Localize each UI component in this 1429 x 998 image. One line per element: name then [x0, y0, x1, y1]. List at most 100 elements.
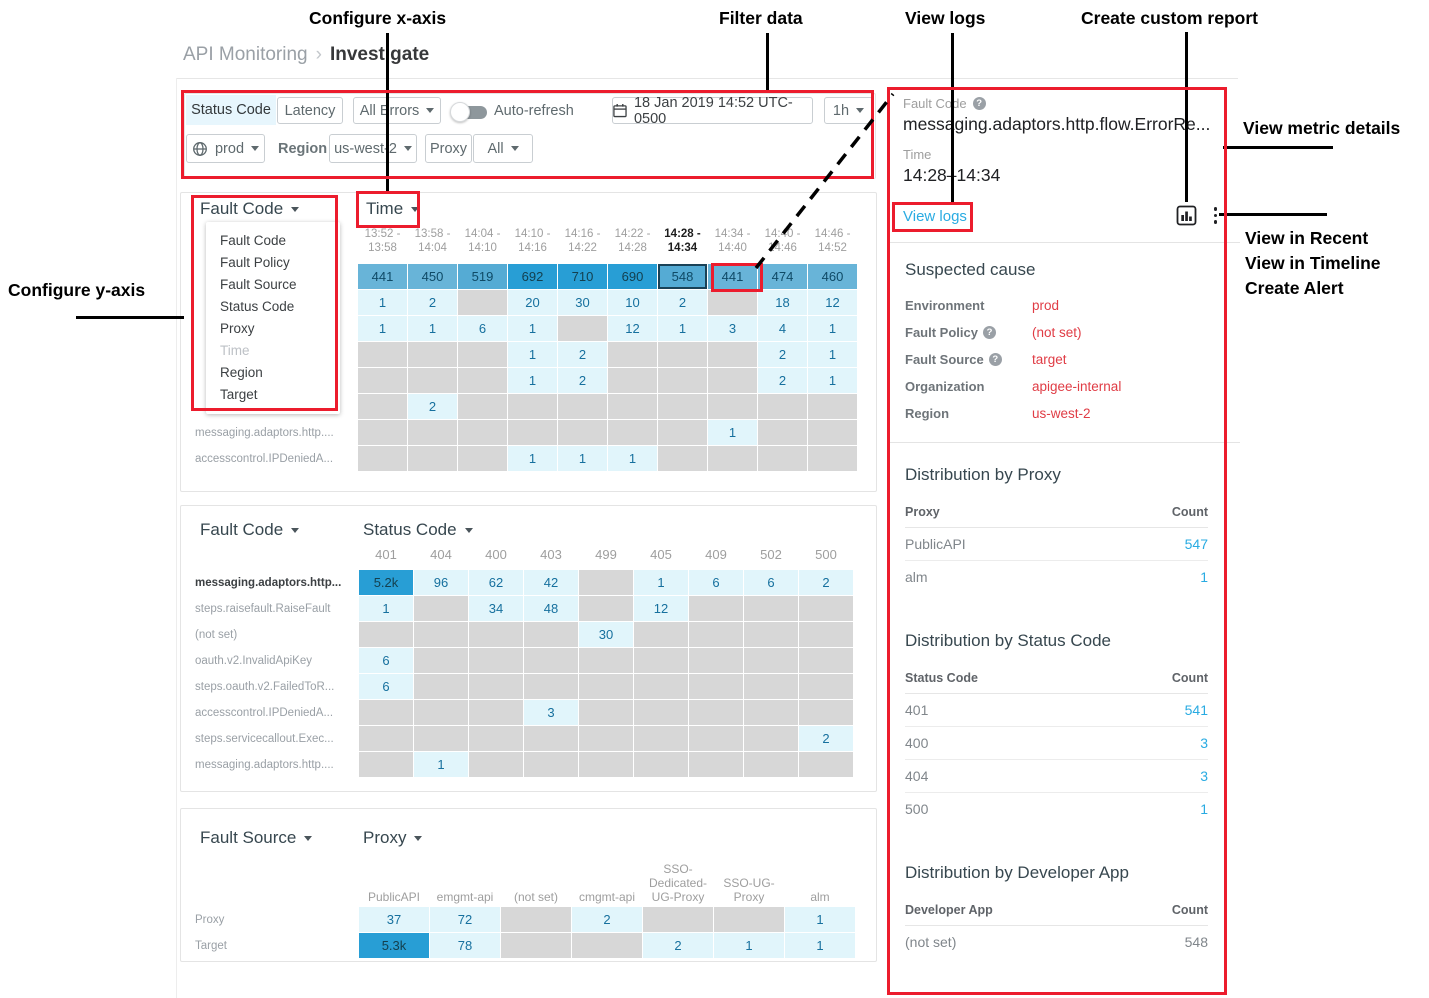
matrix-cell[interactable]: 1	[785, 933, 855, 958]
distribution-row-count[interactable]: 3	[1200, 735, 1208, 751]
matrix-cell[interactable]	[408, 420, 457, 445]
matrix-cell[interactable]: 10	[608, 290, 657, 315]
matrix1-y-axis-selector[interactable]: Fault Code	[200, 199, 300, 219]
matrix-cell[interactable]	[689, 674, 743, 699]
tab-status-code[interactable]: Status Code	[186, 95, 276, 125]
matrix-cell[interactable]: 12	[808, 290, 857, 315]
distribution-row-count[interactable]: 547	[1184, 536, 1208, 552]
matrix-cell[interactable]	[658, 394, 707, 419]
matrix-cell[interactable]	[744, 674, 798, 699]
matrix-cell[interactable]: 4	[758, 316, 807, 341]
matrix-cell[interactable]	[689, 700, 743, 725]
matrix-cell[interactable]	[744, 726, 798, 751]
distribution-row-count[interactable]: 1	[1200, 569, 1208, 585]
matrix-cell[interactable]	[524, 648, 578, 673]
matrix-cell[interactable]: 2	[758, 368, 807, 393]
matrix-cell[interactable]: 441	[708, 264, 757, 289]
matrix-cell[interactable]	[744, 622, 798, 647]
matrix-cell[interactable]	[458, 290, 507, 315]
matrix-cell[interactable]	[634, 674, 688, 699]
matrix-cell[interactable]: 20	[508, 290, 557, 315]
matrix-cell[interactable]	[469, 726, 523, 751]
matrix-cell[interactable]: 48	[524, 596, 578, 621]
matrix-cell[interactable]: 2	[408, 394, 457, 419]
dropdown-item-target[interactable]: Target	[220, 387, 258, 402]
matrix-cell[interactable]	[558, 316, 607, 341]
matrix-cell[interactable]	[708, 446, 757, 471]
matrix-cell[interactable]: 2	[558, 368, 607, 393]
matrix-cell[interactable]	[799, 622, 853, 647]
matrix-cell[interactable]	[358, 394, 407, 419]
matrix-cell[interactable]	[469, 622, 523, 647]
matrix-cell[interactable]: 6	[744, 570, 798, 595]
matrix-cell[interactable]: 34	[469, 596, 523, 621]
matrix-cell[interactable]	[634, 648, 688, 673]
matrix-cell[interactable]	[689, 648, 743, 673]
matrix-cell[interactable]: 5.2k	[359, 570, 413, 595]
matrix-cell[interactable]: 78	[430, 933, 500, 958]
matrix-cell[interactable]	[608, 342, 657, 367]
matrix-cell[interactable]	[579, 726, 633, 751]
matrix-cell[interactable]	[758, 420, 807, 445]
matrix-cell[interactable]	[359, 700, 413, 725]
matrix-cell[interactable]: 72	[430, 907, 500, 932]
matrix-cell[interactable]	[689, 622, 743, 647]
matrix-cell[interactable]	[758, 394, 807, 419]
matrix-cell[interactable]	[524, 752, 578, 777]
matrix-cell[interactable]: 12	[608, 316, 657, 341]
matrix-cell[interactable]	[808, 420, 857, 445]
matrix-cell[interactable]	[414, 622, 468, 647]
matrix-cell[interactable]: 6	[359, 674, 413, 699]
matrix-cell[interactable]	[414, 700, 468, 725]
matrix-cell[interactable]	[634, 622, 688, 647]
dropdown-item-proxy[interactable]: Proxy	[220, 321, 255, 336]
matrix-cell[interactable]	[744, 700, 798, 725]
distribution-row-count[interactable]: 1	[1200, 801, 1208, 817]
matrix-cell[interactable]	[414, 674, 468, 699]
matrix-cell[interactable]: 1	[414, 752, 468, 777]
matrix-cell[interactable]: 1	[408, 316, 457, 341]
help-icon[interactable]: ?	[972, 97, 986, 110]
matrix3-x-axis-selector[interactable]: Proxy	[363, 828, 423, 848]
matrix-cell[interactable]: 6	[458, 316, 507, 341]
dropdown-item-fault-policy[interactable]: Fault Policy	[220, 255, 290, 270]
matrix-cell[interactable]	[572, 933, 642, 958]
matrix-cell[interactable]	[358, 446, 407, 471]
matrix-cell[interactable]: 450	[408, 264, 457, 289]
matrix-cell[interactable]	[558, 394, 607, 419]
matrix-cell[interactable]: 2	[643, 933, 713, 958]
help-icon[interactable]: ?	[982, 326, 996, 339]
matrix-cell[interactable]	[634, 752, 688, 777]
matrix-cell[interactable]	[808, 394, 857, 419]
matrix-cell[interactable]	[744, 752, 798, 777]
matrix-cell[interactable]	[808, 446, 857, 471]
tab-latency[interactable]: Latency	[277, 97, 343, 124]
matrix-cell[interactable]	[501, 933, 571, 958]
matrix-cell[interactable]: 30	[579, 622, 633, 647]
auto-refresh-toggle[interactable]	[450, 102, 488, 123]
matrix-cell[interactable]: 6	[689, 570, 743, 595]
date-picker[interactable]: 18 Jan 2019 14:52 UTC-0500	[612, 95, 813, 127]
matrix-cell[interactable]: 3	[524, 700, 578, 725]
matrix-cell[interactable]	[508, 420, 557, 445]
matrix-cell[interactable]: 1	[808, 342, 857, 367]
matrix-cell[interactable]	[508, 394, 557, 419]
matrix-cell[interactable]: 2	[408, 290, 457, 315]
matrix-cell[interactable]	[579, 648, 633, 673]
matrix-cell[interactable]	[358, 368, 407, 393]
matrix-cell[interactable]: 30	[558, 290, 607, 315]
matrix-cell[interactable]	[414, 596, 468, 621]
matrix-cell[interactable]: 12	[634, 596, 688, 621]
matrix-cell[interactable]: 460	[808, 264, 857, 289]
matrix-cell[interactable]	[689, 752, 743, 777]
matrix-cell[interactable]: 2	[558, 342, 607, 367]
matrix-cell[interactable]	[608, 368, 657, 393]
matrix-cell[interactable]: 1	[634, 570, 688, 595]
matrix-cell[interactable]: 2	[799, 726, 853, 751]
matrix-cell[interactable]	[799, 752, 853, 777]
matrix-cell[interactable]: 1	[508, 446, 557, 471]
matrix-cell[interactable]: 18	[758, 290, 807, 315]
matrix-cell[interactable]	[408, 342, 457, 367]
matrix-cell[interactable]	[708, 368, 757, 393]
matrix-cell[interactable]	[799, 700, 853, 725]
